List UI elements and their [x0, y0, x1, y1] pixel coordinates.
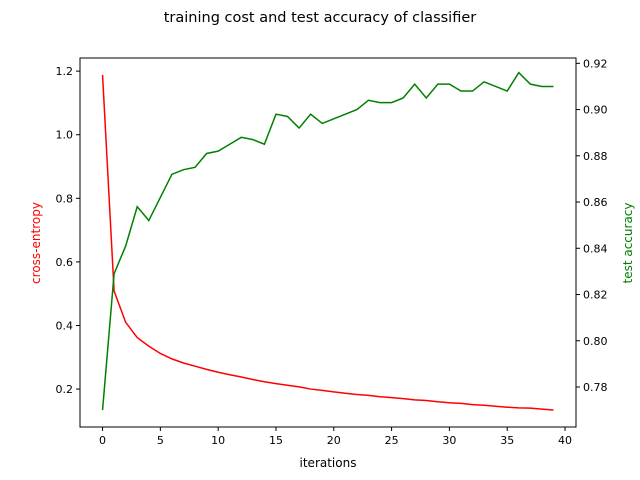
y-right-tick-label: 0.78: [583, 381, 608, 394]
y-left-tick-label: 0.4: [56, 319, 74, 332]
cost-line: [101, 74, 554, 411]
x-tick-label: 10: [211, 434, 225, 447]
plot-frame: [79, 57, 577, 428]
x-tick-label: 15: [269, 434, 283, 447]
y-right-tick-label: 0.90: [583, 104, 608, 117]
y-left-tick-label: 0.8: [56, 192, 74, 205]
y-right-tick-label: 0.80: [583, 335, 608, 348]
y-left-tick-label: 0.2: [56, 383, 74, 396]
y-left-tick-label: 1.2: [56, 65, 74, 78]
x-tick-label: 40: [558, 434, 572, 447]
y-right-tick-label: 0.88: [583, 150, 608, 163]
y-axis-label-left: cross-entropy: [29, 202, 43, 284]
y-axis-label-right: test accuracy: [621, 203, 635, 284]
y-left-tick-label: 0.6: [56, 256, 74, 269]
x-tick-label: 0: [99, 434, 106, 447]
x-tick-label: 35: [500, 434, 514, 447]
x-tick-label: 20: [327, 434, 341, 447]
y-right-tick-label: 0.82: [583, 289, 608, 302]
x-tick-label: 5: [157, 434, 164, 447]
accuracy-line: [101, 71, 554, 411]
y-right-tick-label: 0.92: [583, 57, 608, 70]
x-axis-label: iterations: [300, 456, 357, 470]
x-tick-label: 25: [385, 434, 399, 447]
y-right-tick-label: 0.86: [583, 196, 608, 209]
chart-title: training cost and test accuracy of class…: [164, 10, 477, 26]
x-tick-label: 30: [442, 434, 456, 447]
y-left-tick-label: 1.0: [56, 129, 74, 142]
y-right-tick-label: 0.84: [583, 242, 608, 255]
